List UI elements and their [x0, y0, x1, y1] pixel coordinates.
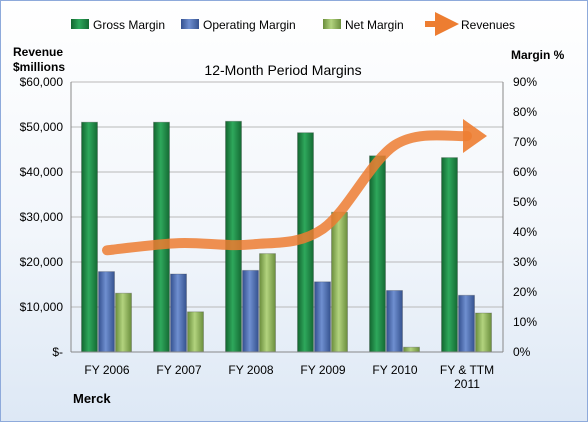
category-label: FY 2008	[228, 363, 273, 377]
legend-swatch-gross-margin	[71, 19, 89, 29]
left-axis-title-line2: $millions	[13, 60, 65, 74]
left-tick-label: $50,000	[20, 120, 64, 134]
revenue-line-path	[102, 130, 472, 256]
right-tick-label: 0%	[513, 345, 531, 359]
category-label: FY 2010	[372, 363, 417, 377]
right-tick-label: 30%	[513, 255, 537, 269]
bar-operating-margin	[314, 281, 331, 353]
bar-gross-margin	[441, 157, 458, 353]
chart-title: 12-Month Period Margins	[204, 62, 361, 78]
left-tick-label: $30,000	[20, 210, 64, 224]
bar-operating-margin	[386, 290, 403, 353]
company-label: Merck	[73, 391, 111, 406]
left-axis-title-line1: Revenue	[13, 45, 63, 59]
bar-operating-margin	[98, 271, 115, 353]
right-tick-label: 80%	[513, 105, 537, 119]
revenue-line	[102, 119, 487, 256]
revenue-arrow-head	[463, 119, 487, 153]
legend-label-revenues: Revenues	[461, 18, 515, 32]
legend: Gross Margin Operating Margin Net Margin…	[71, 12, 515, 36]
bar-net-margin	[475, 312, 492, 353]
category-label: FY & TTM	[440, 363, 494, 377]
right-axis-title: Margin %	[511, 48, 565, 62]
right-tick-label: 90%	[513, 75, 537, 89]
right-tick-label: 40%	[513, 225, 537, 239]
bar-operating-margin	[242, 269, 259, 353]
bar-net-margin	[187, 311, 204, 353]
gridlines	[71, 81, 503, 353]
bar-operating-margin	[458, 294, 475, 353]
bar-gross-margin	[225, 120, 242, 353]
bar-gross-margin	[81, 121, 98, 353]
left-tick-label: $10,000	[20, 300, 64, 314]
legend-swatch-operating-margin	[181, 19, 199, 29]
legend-label-gross-margin: Gross Margin	[93, 18, 165, 32]
right-tick-label: 10%	[513, 315, 537, 329]
bar-gross-margin	[153, 121, 170, 353]
right-tick-label: 70%	[513, 135, 537, 149]
left-tick-label: $20,000	[20, 255, 64, 269]
category-label: FY 2007	[156, 363, 201, 377]
bar-net-margin	[259, 253, 276, 353]
axes: $- $10,000 $20,000 $30,000 $40,000 $50,000 $60…	[20, 75, 538, 391]
legend-label-net-margin: Net Margin	[345, 18, 404, 32]
legend-swatch-net-margin	[323, 19, 341, 29]
left-tick-label: $40,000	[20, 165, 64, 179]
bar-operating-margin	[170, 273, 187, 353]
bar-net-margin	[115, 292, 132, 353]
category-label: 2011	[454, 377, 480, 391]
bar-gross-margin	[369, 155, 386, 353]
legend-label-operating-margin: Operating Margin	[203, 18, 296, 32]
right-tick-label: 50%	[513, 195, 537, 209]
left-tick-label: $60,000	[20, 75, 64, 89]
bar-net-margin	[403, 346, 420, 353]
category-label: FY 2006	[84, 363, 129, 377]
right-tick-label: 20%	[513, 285, 537, 299]
bar-net-margin	[331, 211, 348, 353]
bar-series	[81, 120, 492, 353]
right-tick-label: 60%	[513, 165, 537, 179]
category-label: FY 2009	[300, 363, 345, 377]
left-tick-label: $-	[52, 345, 63, 359]
